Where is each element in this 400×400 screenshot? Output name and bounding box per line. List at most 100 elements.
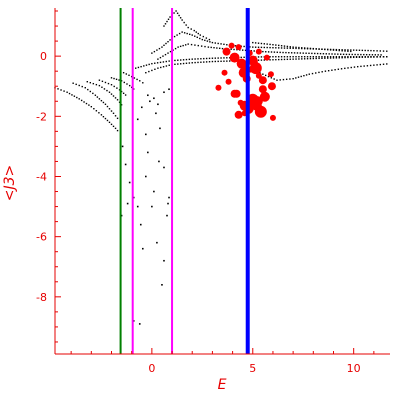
data-point-black bbox=[57, 88, 59, 90]
data-point-black bbox=[305, 74, 308, 76]
data-point-black bbox=[121, 145, 124, 148]
y-axis-label: <J3> bbox=[2, 165, 18, 202]
data-point-black bbox=[218, 47, 221, 50]
data-point-red bbox=[234, 110, 243, 119]
data-point-black bbox=[295, 56, 297, 58]
data-point-black bbox=[162, 66, 165, 68]
data-point-black bbox=[260, 46, 263, 49]
data-point-black bbox=[89, 90, 92, 93]
data-point-black bbox=[335, 56, 338, 58]
data-point-black bbox=[110, 110, 113, 112]
data-point-red bbox=[228, 42, 235, 49]
data-point-black bbox=[193, 29, 195, 32]
data-point-black bbox=[104, 103, 107, 105]
data-point-black bbox=[379, 63, 382, 66]
data-point-black bbox=[126, 83, 128, 85]
data-point-black bbox=[194, 44, 196, 46]
data-point-black bbox=[311, 52, 313, 55]
data-point-black bbox=[114, 115, 117, 117]
data-point-black bbox=[211, 57, 214, 59]
data-point-black bbox=[179, 17, 182, 19]
data-point-black bbox=[226, 57, 228, 59]
data-point-black bbox=[341, 56, 343, 59]
data-point-black bbox=[133, 88, 135, 90]
data-point-black bbox=[306, 58, 309, 60]
data-point-black bbox=[289, 56, 291, 58]
data-point-black bbox=[239, 49, 241, 51]
data-point-black bbox=[353, 66, 356, 68]
data-point-black bbox=[278, 58, 280, 61]
data-point-black bbox=[318, 71, 320, 74]
data-point-black bbox=[169, 39, 171, 41]
data-point-black bbox=[166, 214, 168, 217]
data-point-black bbox=[308, 52, 310, 54]
data-point-black bbox=[190, 43, 193, 46]
data-point-black bbox=[147, 151, 149, 154]
data-point-black bbox=[66, 91, 68, 93]
data-point-black bbox=[234, 45, 237, 47]
data-point-black bbox=[311, 72, 314, 75]
data-point-black bbox=[187, 43, 189, 45]
data-point-black bbox=[337, 68, 340, 70]
data-point-black bbox=[299, 52, 302, 54]
data-point-black bbox=[115, 78, 118, 81]
data-point-black bbox=[280, 45, 283, 47]
data-point-black bbox=[269, 43, 271, 46]
data-point-black bbox=[315, 56, 317, 58]
data-point-black bbox=[178, 32, 181, 35]
data-point-black bbox=[80, 99, 83, 102]
data-point-black bbox=[130, 86, 133, 89]
data-point-black bbox=[153, 190, 155, 193]
data-point-black bbox=[354, 53, 356, 56]
data-point-black bbox=[329, 56, 332, 58]
data-point-black bbox=[207, 46, 210, 48]
data-point-black bbox=[124, 94, 127, 96]
data-point-black bbox=[377, 54, 379, 56]
data-point-black bbox=[95, 83, 98, 86]
data-point-black bbox=[142, 82, 144, 84]
data-point-black bbox=[260, 59, 263, 61]
data-point-black bbox=[286, 47, 289, 49]
data-point-black bbox=[358, 56, 361, 58]
data-point-black bbox=[71, 94, 73, 96]
data-point-black bbox=[331, 69, 333, 71]
data-point-red bbox=[229, 52, 240, 63]
data-point-red bbox=[255, 72, 262, 79]
data-point-black bbox=[208, 38, 211, 41]
data-point-black bbox=[279, 79, 281, 81]
data-point-black bbox=[130, 75, 133, 78]
data-point-black bbox=[289, 46, 291, 48]
data-point-black bbox=[244, 49, 247, 52]
data-point-black bbox=[376, 50, 378, 52]
data-point-black bbox=[200, 45, 203, 47]
data-point-black bbox=[211, 41, 214, 44]
data-point-black bbox=[167, 18, 170, 20]
data-point-black bbox=[98, 84, 101, 87]
data-point-black bbox=[191, 58, 193, 60]
data-point-black bbox=[262, 73, 264, 75]
data-point-black bbox=[298, 46, 300, 49]
data-point-black bbox=[123, 81, 125, 84]
data-point-black bbox=[153, 97, 155, 100]
data-point-black bbox=[151, 52, 153, 54]
data-point-black bbox=[72, 82, 74, 84]
data-point-black bbox=[241, 49, 244, 51]
data-point-black bbox=[178, 14, 180, 17]
data-point-black bbox=[94, 94, 97, 96]
data-point-black bbox=[141, 247, 144, 250]
data-point-black bbox=[270, 51, 273, 53]
data-point-black bbox=[312, 47, 315, 50]
data-point-black bbox=[169, 16, 171, 18]
data-point-black bbox=[306, 47, 309, 49]
data-point-black bbox=[345, 53, 348, 56]
data-point-black bbox=[217, 57, 219, 59]
data-point-black bbox=[344, 56, 346, 59]
data-point-black bbox=[165, 65, 168, 67]
data-point-black bbox=[167, 41, 169, 43]
data-point-black bbox=[301, 56, 303, 58]
data-point-black bbox=[347, 49, 349, 51]
data-point-black bbox=[156, 62, 159, 64]
data-point-black bbox=[217, 60, 219, 63]
data-point-black bbox=[201, 38, 204, 41]
